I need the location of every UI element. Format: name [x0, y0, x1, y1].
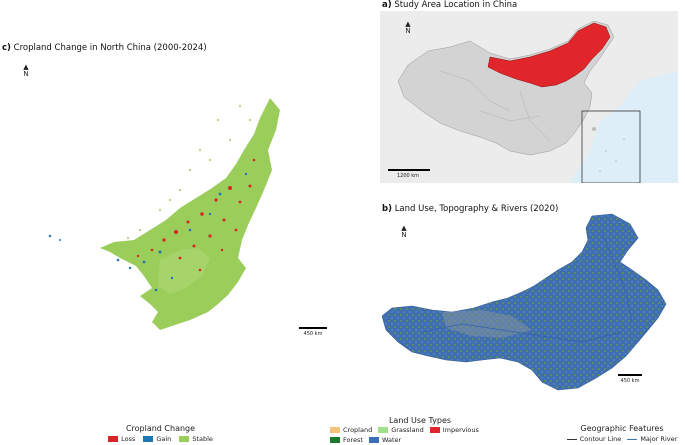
- panel-c-scale-bar: 450 km: [297, 327, 329, 337]
- legend-item-stable: Stable: [179, 435, 213, 443]
- legend-cropland-change: Cropland Change Loss Gain Stable: [98, 424, 223, 443]
- study-area-shape: [487, 22, 611, 88]
- legend-geographic-features: Geographic Features Contour Line Major R…: [562, 424, 682, 443]
- legend-item-grassland: Grassland: [378, 426, 424, 434]
- panel-c-north-arrow: ▲ N: [21, 64, 31, 78]
- legend-item-forest: Forest: [330, 436, 363, 444]
- panel-b-north-arrow: ▲ N: [399, 225, 409, 239]
- legend-item-major-river: Major River: [627, 435, 677, 443]
- land-use-region: [382, 213, 667, 391]
- panel-a-title: a) Study Area Location in China: [382, 0, 518, 10]
- cropland-speckles: [48, 105, 256, 292]
- legend-item-loss: Loss: [108, 435, 135, 443]
- legend-item-impervious: Impervious: [429, 426, 479, 434]
- legend-item-gain: Gain: [143, 435, 171, 443]
- location-map-frame: [380, 11, 678, 183]
- panel-a-north-arrow: ▲ N: [403, 21, 413, 35]
- cropland-change-map: [48, 98, 280, 330]
- land-use-map: [382, 213, 667, 391]
- legend-cropland-title: Cropland Change: [125, 424, 196, 433]
- south-sea-inset: [581, 110, 641, 183]
- north-arrow-icon: ▲: [23, 63, 29, 71]
- cropland-stable-region: [100, 98, 280, 330]
- panel-c-title: c) Cropland Change in North China (2000-…: [2, 43, 207, 53]
- legend-item-cropland: Cropland: [330, 426, 372, 434]
- legend-land-use: Land Use Types Cropland Grassland Imperv…: [330, 416, 510, 444]
- location-map: [380, 11, 678, 183]
- legend-item-water: Water: [368, 436, 401, 444]
- panel-a-scale-label: 1200 km: [396, 173, 420, 179]
- legend-landuse-title: Land Use Types: [388, 416, 452, 425]
- north-arrow-icon: ▲: [405, 20, 411, 28]
- north-arrow-icon: ▲: [401, 224, 407, 232]
- panel-b-scale-label: 450 km: [620, 378, 640, 384]
- panel-b-title: b) Land Use, Topography & Rivers (2020): [382, 204, 559, 214]
- legend-item-contour-line: Contour Line: [566, 435, 621, 443]
- legend-geo-title: Geographic Features: [580, 424, 664, 433]
